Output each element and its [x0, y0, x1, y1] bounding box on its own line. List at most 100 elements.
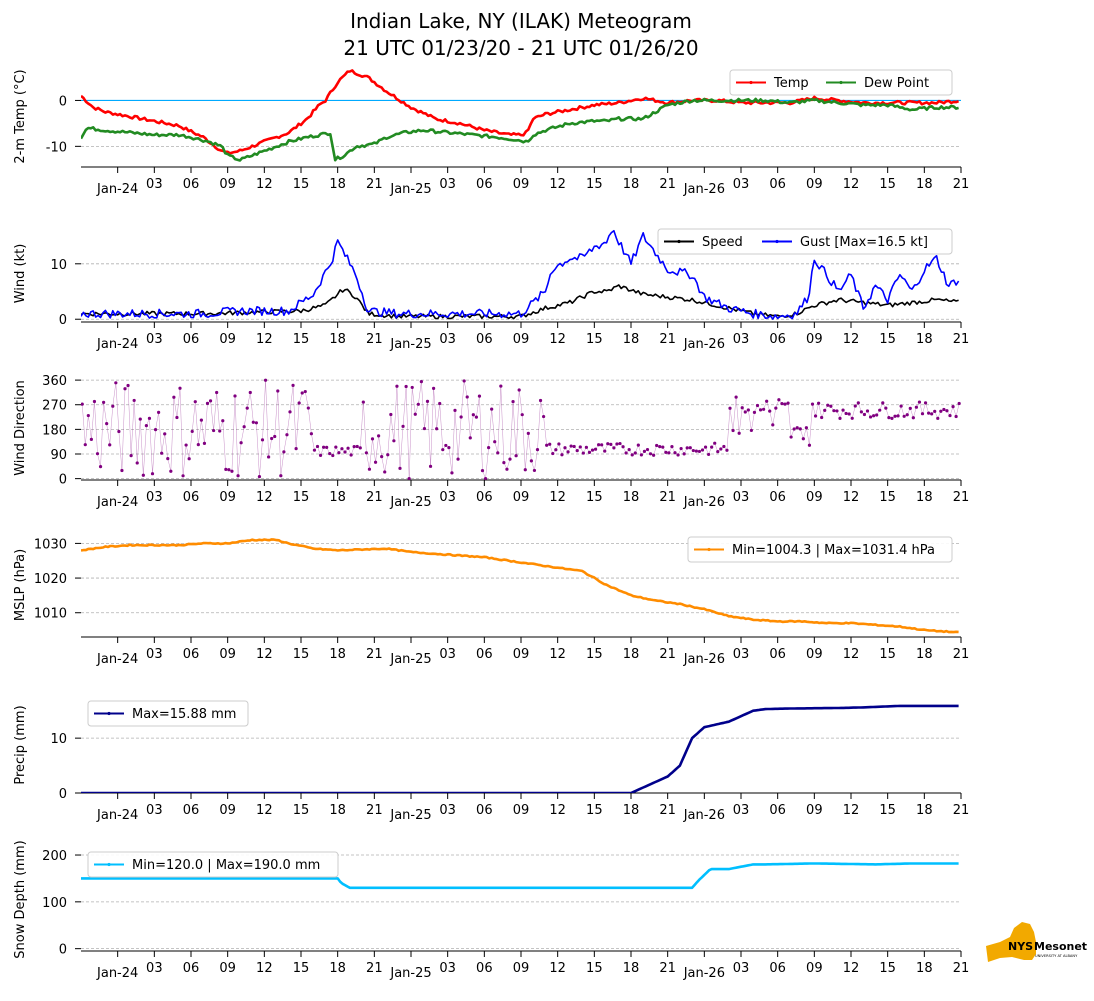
x-tick-label: 03: [439, 803, 456, 818]
legend-wind: Speed Gust [Max=16.5 kt]: [657, 228, 953, 255]
direction-point: [569, 444, 573, 448]
direction-point: [459, 415, 463, 419]
direction-point: [957, 401, 961, 406]
x-tick-label: 03: [146, 647, 163, 662]
direction-point: [688, 446, 692, 450]
x-tick-label: 15: [293, 803, 310, 818]
direction-point: [927, 411, 931, 415]
direction-point: [425, 399, 430, 403]
direction-point: [309, 432, 313, 436]
x-tick-label: 15: [586, 961, 603, 976]
x-tick-label: Jan-25: [389, 808, 431, 823]
direction-point: [239, 441, 243, 445]
direction-point: [487, 446, 491, 450]
direction-point: [810, 402, 815, 406]
direction-point: [270, 436, 274, 441]
direction-point: [792, 427, 796, 431]
y-axis-label: Precip (mm): [13, 705, 28, 784]
x-tick-label: 06: [476, 803, 493, 818]
x-tick-label: 21: [659, 647, 676, 662]
direction-point: [218, 429, 222, 433]
x-tick-label: Jan-25: [389, 652, 431, 667]
x-tick-label: 03: [733, 803, 750, 818]
x-tick-label: 15: [293, 490, 310, 505]
direction-point: [581, 451, 585, 455]
x-tick-label: 03: [733, 177, 750, 192]
y-tick-label: 10: [50, 732, 67, 747]
x-tick-label: 09: [806, 961, 823, 976]
direction-point: [762, 407, 766, 411]
x-tick-label: 18: [329, 961, 346, 976]
direction-point: [566, 450, 570, 454]
y-tick-label: 0: [59, 313, 67, 328]
x-tick-label: Jan-24: [96, 495, 138, 510]
direction-point: [902, 414, 906, 418]
direction-point: [490, 407, 494, 411]
x-tick-label: 21: [366, 961, 383, 976]
x-tick-label: 18: [623, 177, 640, 192]
direction-point: [826, 403, 830, 407]
direction-point: [410, 385, 414, 390]
direction-point: [572, 444, 576, 449]
direction-point: [948, 413, 952, 418]
direction-point: [221, 419, 225, 423]
x-tick-label: 06: [183, 177, 200, 192]
logo-university-text: UNIVERSITY AT ALBANY: [1035, 954, 1078, 958]
direction-point: [370, 437, 375, 441]
direction-point: [609, 442, 613, 446]
direction-point: [563, 446, 567, 450]
x-tick-label: 21: [953, 332, 970, 347]
direction-point: [102, 400, 106, 404]
direction-point: [758, 408, 763, 412]
direction-point: [453, 408, 457, 412]
direction-point: [887, 415, 891, 420]
legend-marker: [677, 239, 681, 244]
direction-point: [153, 428, 158, 432]
direction-point: [881, 401, 885, 405]
direction-point: [884, 406, 888, 410]
x-tick-label: 21: [659, 332, 676, 347]
x-tick-label: 18: [329, 332, 346, 347]
direction-point: [936, 416, 940, 420]
direction-point: [474, 415, 478, 419]
x-tick-label: 03: [733, 490, 750, 505]
x-tick-label: 06: [183, 490, 200, 505]
direction-point: [340, 447, 344, 451]
direction-point: [728, 406, 732, 410]
x-tick-label: 15: [879, 803, 896, 818]
direction-point: [413, 412, 417, 416]
x-tick-label: 09: [219, 490, 236, 505]
x-tick-label: 09: [219, 177, 236, 192]
direction-point: [303, 389, 307, 394]
x-tick-label: 18: [916, 647, 933, 662]
direction-point: [551, 451, 555, 456]
direction-point: [98, 465, 103, 469]
x-tick-label: 21: [659, 177, 676, 192]
direction-point: [713, 441, 717, 445]
direction-point: [557, 442, 561, 446]
direction-point: [667, 451, 671, 455]
y-tick-label: 360: [42, 374, 67, 389]
direction-point: [334, 445, 338, 449]
x-tick-label: 06: [476, 332, 493, 347]
y-axis-label: Snow Depth (mm): [13, 840, 28, 958]
direction-point: [661, 445, 665, 449]
direction-point: [878, 408, 882, 412]
x-tick-label: 09: [806, 647, 823, 662]
y-tick-label: 0: [59, 473, 67, 488]
x-tick-label: 06: [769, 803, 786, 818]
series-group: [81, 229, 960, 320]
direction-point: [450, 471, 454, 475]
direction-point: [587, 450, 592, 454]
direction-point: [655, 443, 659, 448]
x-tick-label: 12: [256, 961, 273, 976]
direction-point: [697, 449, 702, 454]
direction-point: [624, 451, 628, 455]
direction-point: [117, 429, 121, 434]
direction-point: [832, 409, 836, 413]
x-tick-label: Jan-26: [683, 652, 725, 667]
direction-point: [199, 418, 203, 422]
panel-temp: 0 -10 Jan-24 03 06 09 12 15 18 21 Jan-25 03 06 09 12 15…: [13, 69, 969, 197]
new-york-state-shape-icon: [986, 922, 1036, 962]
